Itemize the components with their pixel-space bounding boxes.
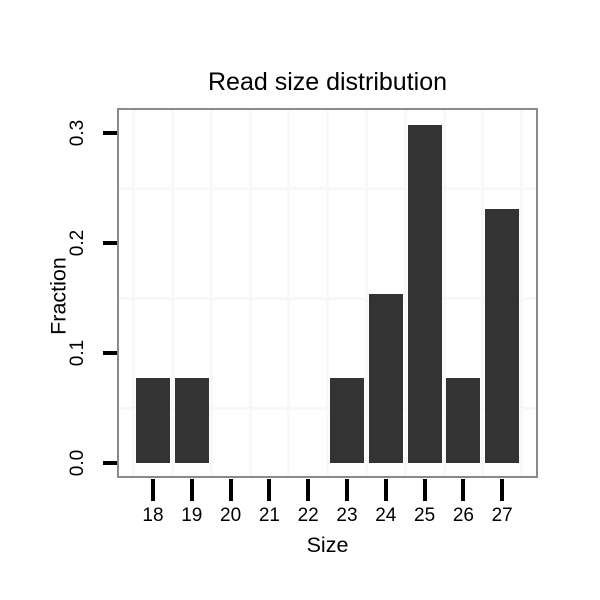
y-tick bbox=[103, 351, 117, 355]
chart-title: Read size distribution bbox=[207, 68, 447, 96]
x-tick-label: 23 bbox=[336, 505, 358, 526]
x-tick-label: 27 bbox=[491, 505, 513, 526]
x-axis-title: Size bbox=[306, 533, 349, 557]
bar-size-27 bbox=[485, 209, 520, 463]
x-tick bbox=[267, 479, 272, 501]
y-tick-label: 0.0 bbox=[67, 449, 88, 477]
x-tick-label: 19 bbox=[181, 505, 203, 526]
grid-minor-vertical bbox=[442, 110, 446, 476]
grid-minor-vertical bbox=[132, 110, 136, 476]
x-tick-label: 25 bbox=[414, 505, 436, 526]
y-tick bbox=[103, 241, 117, 245]
x-tick bbox=[151, 479, 155, 501]
grid-minor-vertical bbox=[364, 110, 368, 476]
grid-minor-vertical bbox=[287, 110, 291, 476]
x-tick-label: 18 bbox=[142, 505, 164, 526]
grid-minor-vertical bbox=[520, 110, 524, 476]
y-tick bbox=[103, 461, 117, 465]
bar-size-18 bbox=[136, 378, 170, 463]
bar-size-25 bbox=[407, 124, 442, 463]
x-tick bbox=[345, 479, 349, 501]
x-tick bbox=[500, 479, 505, 501]
x-tick-label: 20 bbox=[220, 505, 242, 526]
x-tick-label: 26 bbox=[452, 505, 474, 526]
bar-size-23 bbox=[330, 378, 364, 463]
bar-size-19 bbox=[174, 378, 209, 463]
grid-minor-vertical bbox=[481, 110, 485, 476]
x-tick-label: 24 bbox=[375, 505, 397, 526]
grid-minor-vertical bbox=[170, 110, 174, 476]
x-tick bbox=[306, 479, 311, 501]
x-tick bbox=[422, 479, 427, 501]
x-tick bbox=[228, 479, 233, 501]
grid-minor-vertical bbox=[326, 110, 330, 476]
grid-minor-vertical bbox=[403, 110, 407, 476]
x-tick bbox=[383, 479, 388, 501]
x-tick-label: 22 bbox=[297, 505, 319, 526]
y-tick-label: 0.2 bbox=[67, 229, 88, 257]
y-tick-label: 0.3 bbox=[67, 119, 88, 147]
x-tick-label: 21 bbox=[258, 505, 280, 526]
y-tick-label: 0.1 bbox=[67, 339, 88, 367]
y-axis-title: Fraction bbox=[46, 257, 71, 335]
y-tick bbox=[103, 131, 117, 135]
grid-minor-horizontal bbox=[119, 296, 536, 300]
bar-size-26 bbox=[446, 378, 481, 463]
x-tick bbox=[461, 479, 466, 501]
plot-panel bbox=[117, 108, 538, 478]
x-tick bbox=[189, 479, 194, 501]
gridlines-layer bbox=[119, 110, 536, 476]
grid-minor-vertical bbox=[248, 110, 252, 476]
grid-minor-vertical bbox=[209, 110, 213, 476]
grid-minor-horizontal bbox=[119, 186, 536, 190]
bar-size-24 bbox=[368, 293, 403, 463]
bars-layer bbox=[119, 110, 536, 476]
grid-minor-horizontal bbox=[119, 406, 536, 410]
